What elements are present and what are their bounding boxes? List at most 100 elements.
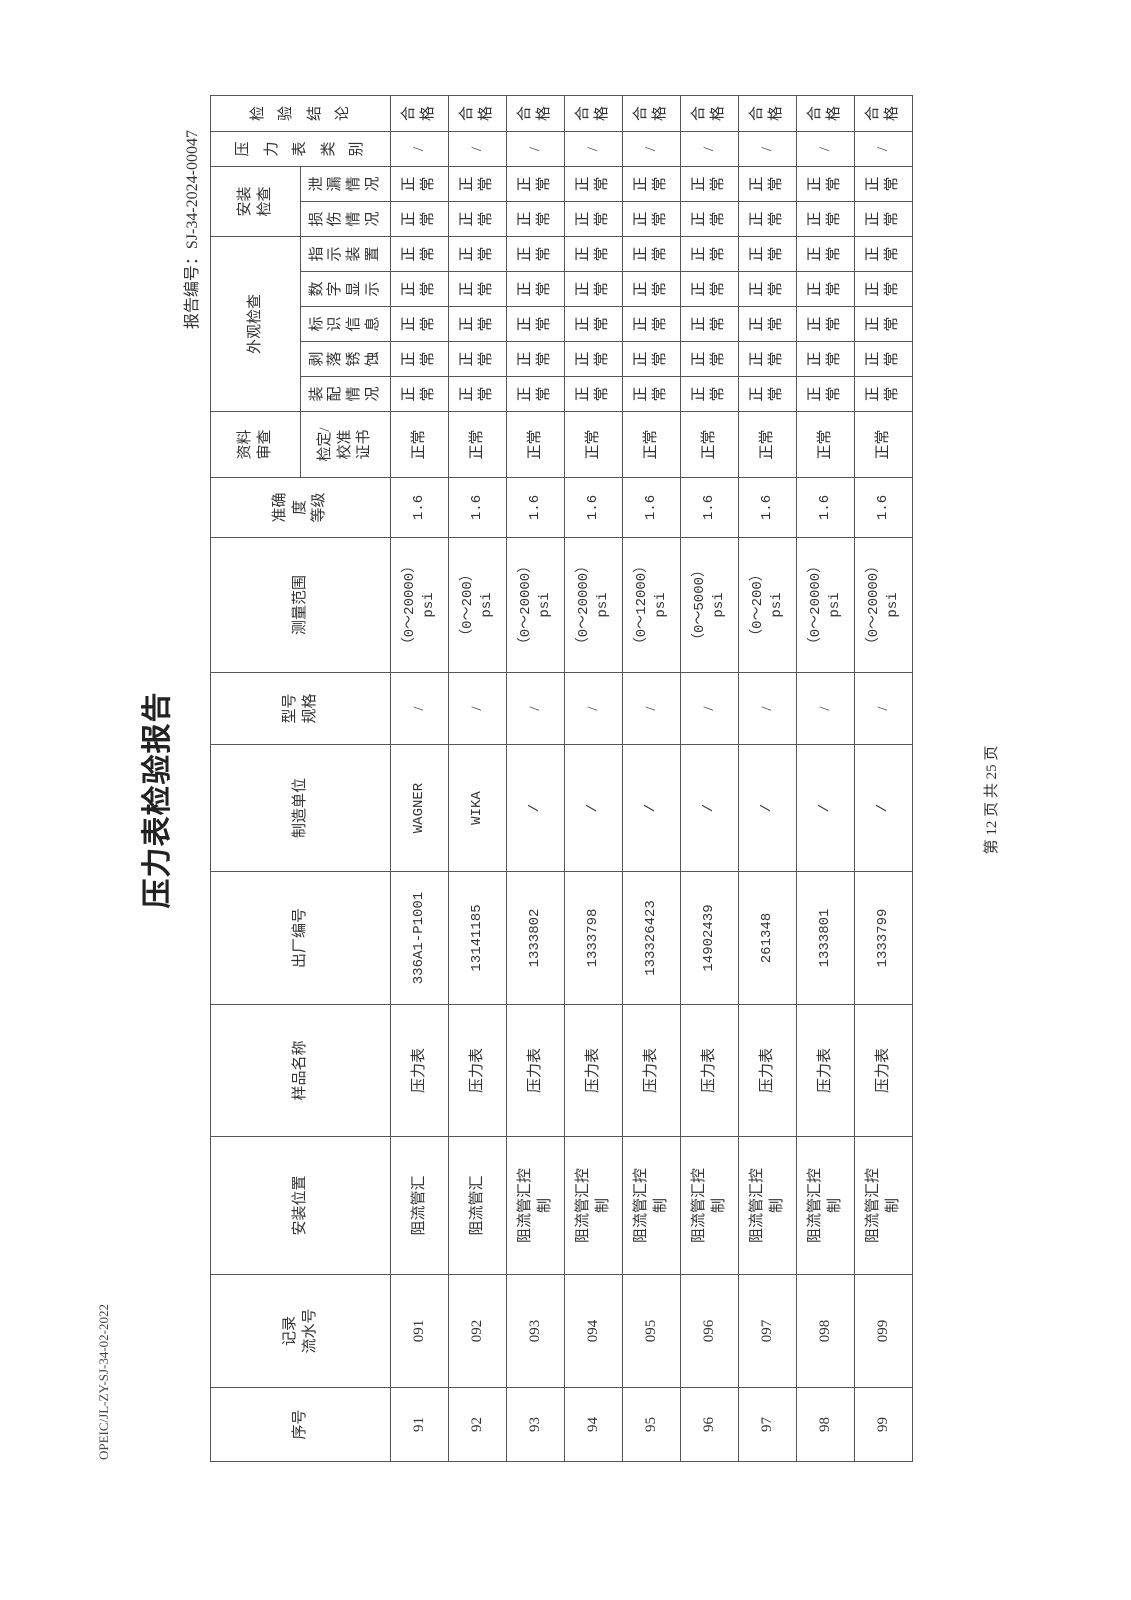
- cell-appearance-text: 正常: [807, 246, 843, 262]
- page-footer: 第 12 页 共 25 页: [984, 745, 1000, 855]
- cell-serial-no: 261348: [738, 871, 797, 1005]
- cell-accuracy: 1.6: [680, 477, 739, 538]
- cell-conclusion: 合格: [506, 95, 565, 132]
- cell-appearance: 正常: [680, 236, 739, 272]
- cell-install-location: 阻流管汇控制: [680, 1136, 739, 1275]
- cell-serial-no: 336A1-P1001: [390, 871, 449, 1005]
- cell-appearance: 正常: [796, 341, 855, 377]
- cell-appearance: 正常: [564, 376, 623, 412]
- cell-appearance: 正常: [390, 376, 449, 412]
- cell-appearance: 正常: [622, 341, 681, 377]
- cell-install-check-text: 正常: [749, 211, 785, 227]
- cell-conclusion-text: 合格: [633, 105, 669, 121]
- cell-conclusion-text: 合格: [401, 105, 437, 121]
- cell-appearance-text: 正常: [459, 316, 495, 332]
- cell-appearance-text: 正常: [633, 316, 669, 332]
- cell-appearance-text: 正常: [633, 351, 669, 367]
- header-appearance-sub: 装配情况: [300, 376, 391, 412]
- cell-appearance: 正常: [738, 341, 797, 377]
- cell-manufacturer: /: [796, 744, 855, 872]
- cell-appearance: 正常: [854, 341, 913, 377]
- cell-appearance-text: 正常: [691, 351, 727, 367]
- header-model: 型号 规格: [210, 672, 391, 745]
- cell-manufacturer: /: [506, 744, 565, 872]
- cell-appearance: 正常: [854, 236, 913, 272]
- cell-appearance: 正常: [448, 236, 507, 272]
- cell-doc-review: 正常: [564, 411, 623, 478]
- header-appearance-sub-label: 标识信息: [308, 316, 381, 332]
- page-title: 压力表检验报告: [141, 691, 174, 909]
- cell-serial-no: 133326423: [622, 871, 681, 1005]
- cell-appearance: 正常: [390, 271, 449, 307]
- cell-gauge-type: /: [738, 131, 797, 167]
- cell-install-check-text: 正常: [691, 176, 727, 192]
- cell-install-location-text: 阻流管汇控制: [749, 1167, 785, 1243]
- header-doc-review: 资料 审查: [210, 411, 301, 478]
- cell-conclusion-text: 合格: [749, 105, 785, 121]
- cell-range: （0～12000） psi: [622, 537, 681, 673]
- cell-install-location: 阻流管汇控制: [564, 1136, 623, 1275]
- table-row: 93 093 阻流管汇控制 压力表 1333802// （0～20000） psi 1.6 正…: [506, 95, 565, 1462]
- cell-sample-name: 压力表: [390, 1004, 449, 1137]
- cell-install-check-text: 正常: [749, 176, 785, 192]
- cell-appearance: 正常: [680, 376, 739, 412]
- header-appearance-sub-label: 指示装置: [308, 246, 381, 262]
- cell-seq: 93: [506, 1387, 565, 1462]
- cell-conclusion-text: 合格: [807, 105, 843, 121]
- cell-conclusion: 合格: [448, 95, 507, 132]
- cell-gauge-type: /: [680, 131, 739, 167]
- cell-appearance: 正常: [854, 271, 913, 307]
- cell-sample-name: 压力表: [738, 1004, 797, 1137]
- cell-appearance-text: 正常: [865, 281, 901, 297]
- cell-appearance: 正常: [854, 306, 913, 342]
- table-row: 92 092 阻流管汇 压力表 13141185 WIKA / （0～200） psi 1.6 正…: [448, 95, 507, 1462]
- cell-conclusion: 合格: [796, 95, 855, 132]
- cell-appearance: 正常: [622, 236, 681, 272]
- header-doc-review-cert: 检定/ 校准 证书: [300, 411, 391, 478]
- cell-seq: 99: [854, 1387, 913, 1462]
- cell-serial-no: 13141185: [448, 871, 507, 1005]
- cell-accuracy: 1.6: [564, 477, 623, 538]
- header-range: 测量范围: [210, 537, 391, 673]
- cell-appearance-text: 正常: [749, 386, 785, 402]
- cell-accuracy: 1.6: [390, 477, 449, 538]
- cell-record-no: 095: [622, 1274, 681, 1388]
- cell-seq: 95: [622, 1387, 681, 1462]
- cell-appearance-text: 正常: [807, 316, 843, 332]
- cell-gauge-type: /: [854, 131, 913, 167]
- header-conclusion: 检验结论: [210, 95, 391, 132]
- cell-install-location: 阻流管汇控制: [622, 1136, 681, 1275]
- cell-sample-name: 压力表: [680, 1004, 739, 1137]
- cell-sample-name: 压力表: [448, 1004, 507, 1137]
- cell-appearance-text: 正常: [865, 246, 901, 262]
- cell-doc-review: 正常: [796, 411, 855, 478]
- cell-appearance: 正常: [564, 341, 623, 377]
- cell-install-location: 阻流管汇控制: [854, 1136, 913, 1275]
- cell-appearance: 正常: [564, 306, 623, 342]
- table-row: 91 091 阻流管汇 压力表 336A1-P1001 WAGNER / （0～20000） …: [390, 95, 449, 1462]
- cell-seq: 92: [448, 1387, 507, 1462]
- cell-serial-no: 1333801: [796, 871, 855, 1005]
- cell-range: （0～20000） psi: [390, 537, 449, 673]
- cell-model: /: [738, 672, 797, 745]
- cell-install-check: 正常: [448, 201, 507, 237]
- cell-conclusion: 合格: [680, 95, 739, 132]
- cell-model: /: [448, 672, 507, 745]
- cell-appearance: 正常: [680, 271, 739, 307]
- cell-manufacturer: /: [680, 744, 739, 872]
- cell-appearance-text: 正常: [401, 246, 437, 262]
- cell-install-check-text: 正常: [459, 176, 495, 192]
- header-install-check-sub-label: 损伤情况: [308, 211, 381, 227]
- cell-accuracy: 1.6: [738, 477, 797, 538]
- cell-record-no: 097: [738, 1274, 797, 1388]
- cell-conclusion-text: 合格: [865, 105, 901, 121]
- cell-manufacturer: /: [854, 744, 913, 872]
- cell-accuracy: 1.6: [506, 477, 565, 538]
- cell-appearance-text: 正常: [633, 246, 669, 262]
- cell-appearance: 正常: [680, 306, 739, 342]
- header-appearance-sub: 指示装置: [300, 236, 391, 272]
- table-row: 96 096 阻流管汇控制 压力表 14902439// （0～5000） psi 1.6 正…: [680, 95, 739, 1462]
- cell-gauge-type: /: [390, 131, 449, 167]
- cell-appearance-text: 正常: [575, 281, 611, 297]
